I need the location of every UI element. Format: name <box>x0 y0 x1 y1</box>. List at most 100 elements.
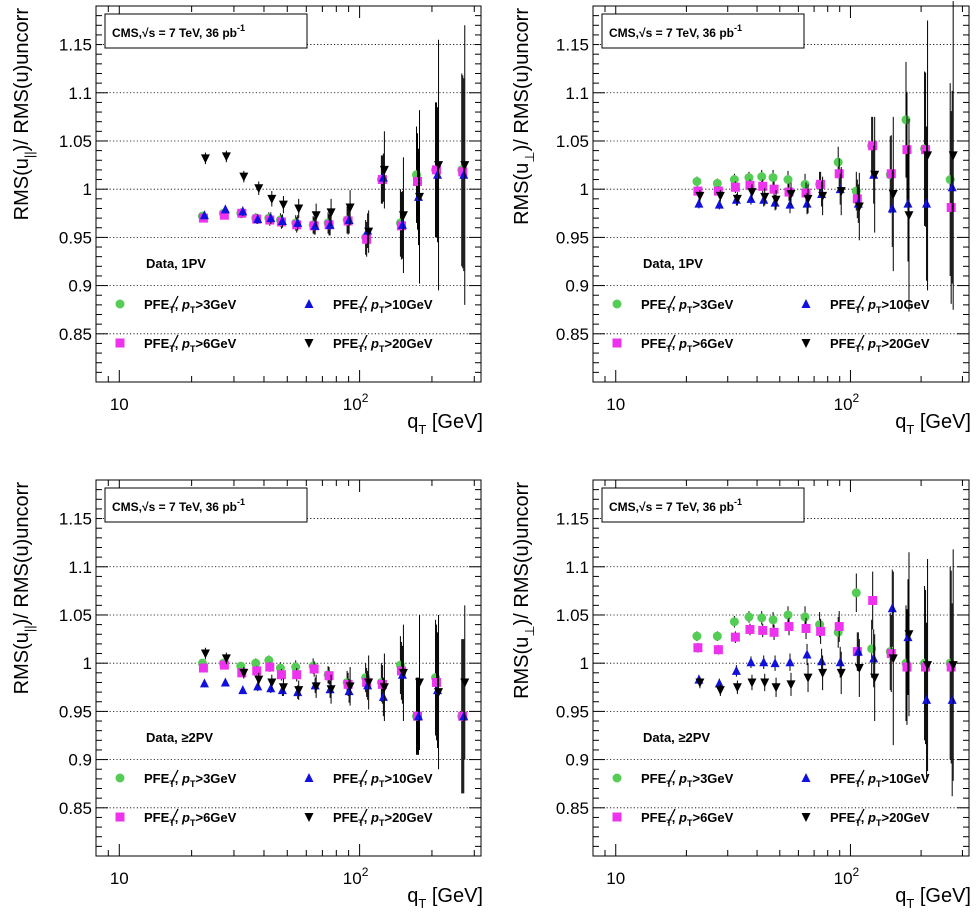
data-point-triangle-down <box>888 190 898 199</box>
data-point-triangle-down <box>732 683 742 693</box>
y-tick-label: 0.95 <box>59 228 92 247</box>
data-point-triangle-up <box>922 694 932 704</box>
legend-met-slash <box>170 808 179 824</box>
legend-label-sub: T <box>855 779 861 789</box>
data-point-triangle-up <box>414 711 424 721</box>
data-point-triangle-down <box>221 152 231 162</box>
legend-label-sep: , <box>861 336 868 351</box>
legend-label-p: p <box>678 771 687 786</box>
cms-label-box <box>601 13 805 49</box>
y-tick-label: 1.15 <box>556 36 589 55</box>
legend-met-slash <box>856 334 865 350</box>
data-point-triangle-down <box>398 668 408 678</box>
legend-met-slash <box>170 295 179 311</box>
data-point-triangle-down <box>326 685 336 695</box>
legend-label-pfe: PFE <box>144 336 170 351</box>
y-tick-label: 1.1 <box>565 84 589 103</box>
cms-label-sup: -1 <box>237 23 245 33</box>
x-tick-label-base: 10 <box>343 395 362 414</box>
legend-label-sep: , <box>672 297 679 312</box>
data-point-circle <box>800 612 810 622</box>
x-tick-label-exponent: 2 <box>853 391 860 405</box>
cms-label: CMS,√s = 7 TeV, 36 pb-1 <box>609 497 742 514</box>
x-tick-label: 102 <box>343 865 369 888</box>
data-point-triangle-up <box>433 169 443 179</box>
data-point-square <box>921 662 931 672</box>
legend-met-slash <box>359 295 368 311</box>
y-tick-label: 1.15 <box>556 510 589 529</box>
legend-label-p: p <box>181 297 190 312</box>
x-axis-title-unit: [GeV] <box>914 411 971 433</box>
data-point-square <box>946 662 956 672</box>
legend-label-sep: , <box>364 336 371 351</box>
data-point-square <box>432 677 442 687</box>
legend-label-p-sub: T <box>190 344 196 354</box>
data-point-circle <box>833 157 843 167</box>
data-point-square <box>852 194 862 204</box>
data-point-triangle-down <box>904 211 914 221</box>
y-axis-title-rest: )/ RMS(u)uncorr <box>11 8 33 152</box>
y-tick-label: 1 <box>83 180 92 199</box>
legend-marker-triangle-down <box>801 813 811 822</box>
data-point-triangle-down <box>760 678 770 688</box>
y-tick-label: 1.15 <box>59 510 92 529</box>
cms-label-prefix: CMS, <box>609 500 639 514</box>
data-point-square <box>868 141 878 151</box>
data-point-triangle-up <box>922 198 932 208</box>
x-axis-title-sub: T <box>906 896 914 911</box>
y-axis-title-rest: )/ RMS(u)uncorr <box>11 482 33 626</box>
data-point-triangle-up <box>310 220 320 230</box>
data-point-square <box>693 643 703 653</box>
legend-label-cut: >3GeV <box>195 771 236 786</box>
legend-label: PFET, pT>10GeV <box>830 771 930 789</box>
legend-label-sep: , <box>175 810 182 825</box>
data-point-triangle-up <box>785 199 795 209</box>
legend-label-sub: T <box>666 818 672 828</box>
data-point-triangle-up <box>344 215 354 225</box>
data-point-triangle-up <box>746 193 756 203</box>
cms-label-sqrt: √s <box>142 500 156 514</box>
y-tick-label: 0.95 <box>59 702 92 721</box>
data-point-square <box>834 622 844 632</box>
legend-label-pfe: PFE <box>641 336 667 351</box>
legend-label-cut: >3GeV <box>692 297 733 312</box>
y-axis-title-main: RMS(u <box>511 637 533 699</box>
data-point-square <box>309 664 319 674</box>
legend-label-cut: >6GeV <box>692 810 733 825</box>
y-tick-label: 0.95 <box>556 702 589 721</box>
y-axis-title-sub: || <box>22 151 37 158</box>
data-point-triangle-up <box>253 681 263 691</box>
data-point-triangle-down <box>803 194 813 204</box>
legend-label-sep: , <box>861 771 868 786</box>
y-axis-title-rest: )/ RMS(u)uncorr <box>511 482 533 626</box>
y-axis-title-main: RMS(u <box>511 163 533 225</box>
y-tick-label: 1.1 <box>68 84 92 103</box>
data-point-triangle-up <box>835 657 845 667</box>
data-point-triangle-down <box>278 683 288 693</box>
legend-label-sub: T <box>358 779 364 789</box>
legend-marker-square <box>612 812 622 822</box>
data-point-triangle-down <box>715 191 725 201</box>
legend-met-slash <box>170 769 179 785</box>
legend-label: PFET, pT>20GeV <box>830 336 930 354</box>
data-point-triangle-down <box>398 211 408 221</box>
legend-label-p-sub: T <box>379 305 385 315</box>
x-axis-title-sub: T <box>418 422 426 437</box>
data-point-triangle-down <box>221 654 231 664</box>
legend-label-p: p <box>678 810 687 825</box>
data-point-triangle-up <box>344 686 354 696</box>
data-point-circle <box>800 179 810 189</box>
data-point-square <box>868 596 878 606</box>
data-point-square <box>219 210 229 220</box>
legend-marker-triangle-down <box>801 339 811 348</box>
legend-label-sub: T <box>358 344 364 354</box>
data-point-triangle-down <box>888 654 898 664</box>
cms-label-energy: = 7 TeV, 36 pb <box>155 500 237 514</box>
data-point-triangle-up <box>277 215 287 225</box>
data-point-square <box>758 625 768 635</box>
legend-label-p: p <box>181 810 190 825</box>
data-point-triangle-up <box>325 219 335 229</box>
data-point-triangle-down <box>695 191 705 201</box>
x-tick-label-base: 10 <box>834 869 853 888</box>
